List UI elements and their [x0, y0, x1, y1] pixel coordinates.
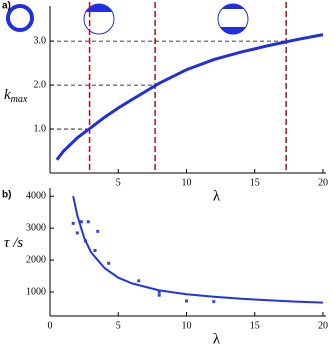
point [71, 221, 75, 225]
x-tick-label: 5 [116, 177, 121, 188]
x-axis-label: λ [213, 331, 221, 347]
y-tick-label: 1.0 [34, 123, 47, 134]
point [157, 293, 161, 297]
point [86, 220, 90, 224]
y-tick-label: 3000 [26, 222, 46, 233]
icon-half [83, 3, 115, 35]
point [107, 261, 111, 265]
y-label-sub: max [11, 94, 28, 105]
icon-bands [217, 3, 249, 35]
x-tick-label: 20 [318, 177, 328, 188]
x-axis-label: λ [213, 188, 221, 204]
point [212, 300, 216, 304]
curve [72, 195, 324, 304]
point [79, 220, 83, 224]
panel-label: b) [2, 190, 11, 201]
y-tick-label: 3.0 [34, 35, 47, 46]
x-tick-label: 15 [250, 177, 260, 188]
point [185, 299, 188, 303]
y-label-main: τ /s [4, 235, 23, 251]
point [137, 279, 141, 283]
y-tick-label: 1000 [26, 286, 46, 297]
point [75, 231, 79, 235]
point [93, 249, 97, 253]
y-tick-label: 2000 [26, 254, 46, 265]
icon-ring [6, 4, 34, 32]
x-tick-label: 15 [250, 320, 260, 331]
y-tick-label: 4000 [26, 190, 46, 201]
x-tick-label: 0 [48, 320, 53, 331]
x-tick-label: 10 [182, 177, 192, 188]
panel-label: a) [2, 1, 11, 12]
x-tick-label: 10 [182, 320, 192, 331]
point [157, 290, 161, 294]
point [96, 229, 100, 233]
curve [55, 33, 324, 161]
y-tick-label: 2.0 [34, 79, 47, 90]
y-label-main: k [4, 87, 11, 103]
y-axis-label: τ /s [4, 235, 23, 251]
x-tick-label: 5 [116, 320, 121, 331]
y-axis-label: kmax [4, 87, 28, 105]
x-tick-label: 20 [318, 320, 328, 331]
